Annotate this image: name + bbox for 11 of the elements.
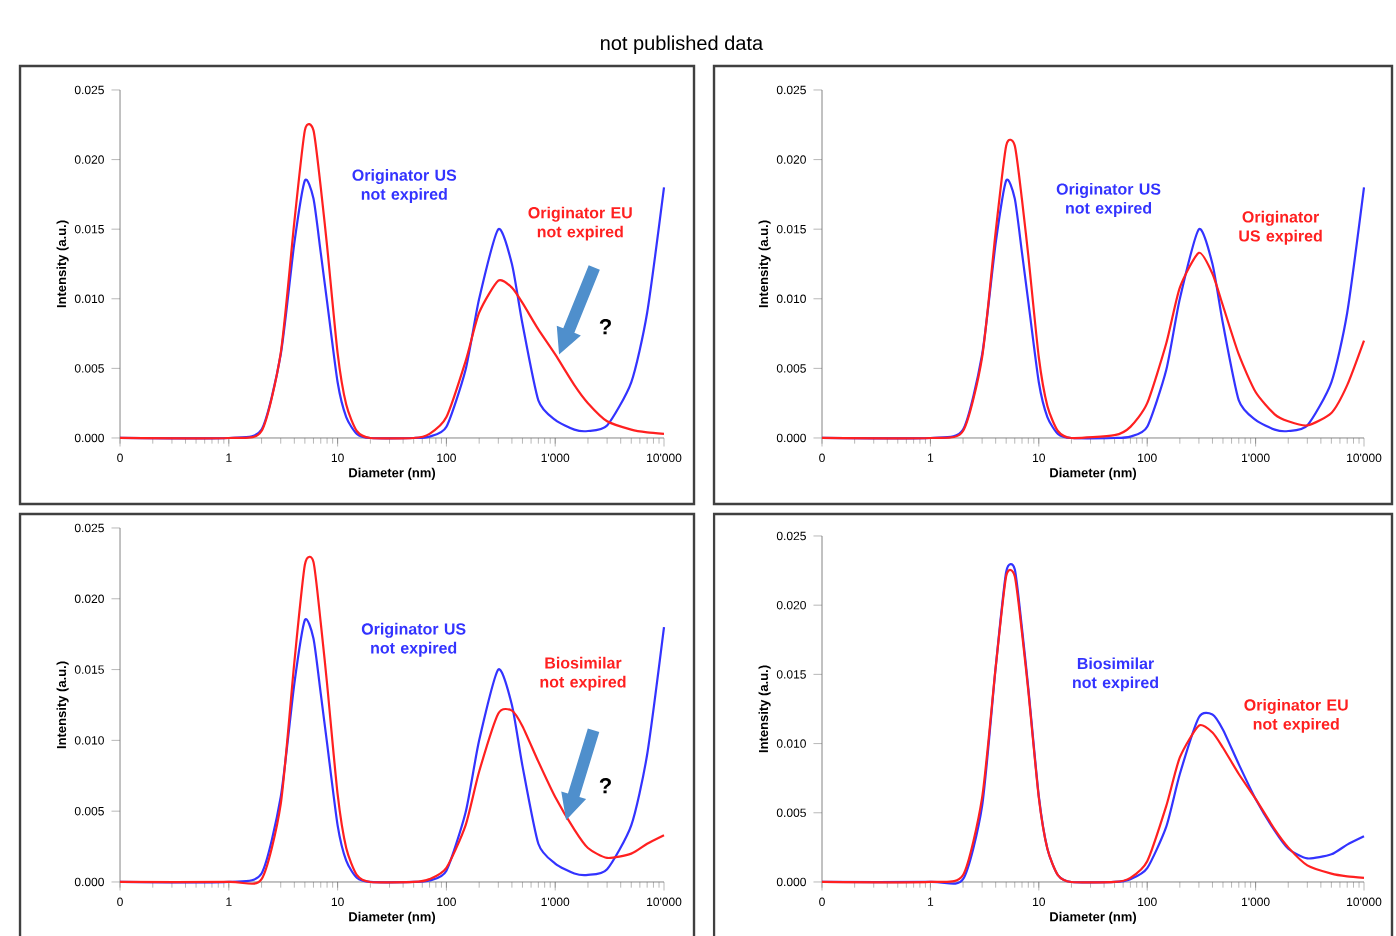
- annotation: ?: [599, 778, 611, 794]
- text: Originator US not expired: [352, 169, 457, 203]
- text: Biosimilar not expired: [1073, 657, 1158, 692]
- annotation: ?: [599, 318, 611, 335]
- text: Originator EU not expired: [528, 206, 632, 241]
- text: Biosimilar not expired: [540, 656, 626, 691]
- text: Originator US not expired: [1056, 182, 1161, 217]
- series-label: Originator EU not expired: [1244, 698, 1348, 733]
- chart-title: not published data: [601, 35, 764, 55]
- text: Originator US not expired: [361, 622, 466, 657]
- text: Originator US expired: [1239, 210, 1322, 245]
